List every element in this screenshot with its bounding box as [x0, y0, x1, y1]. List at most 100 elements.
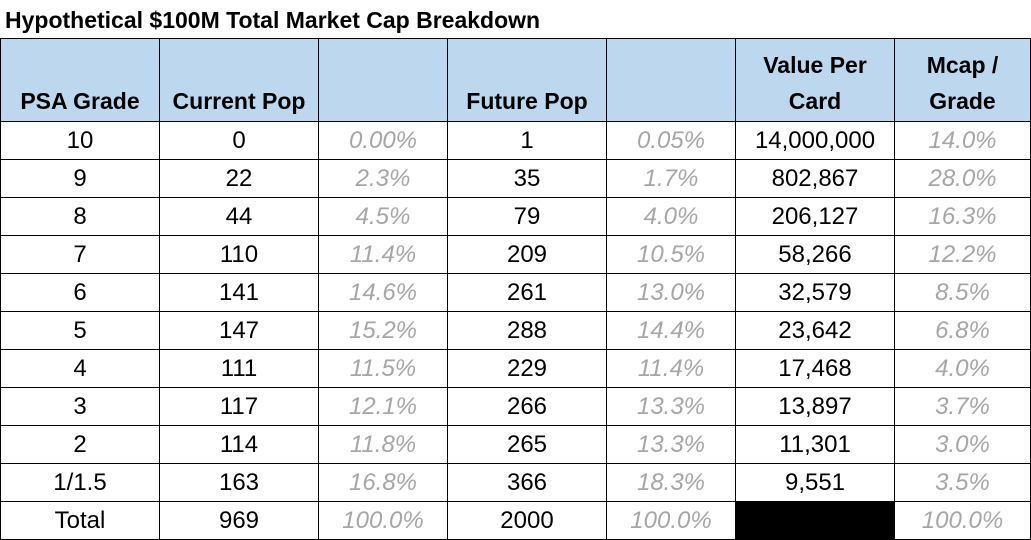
cell-current-pct[interactable]: 16.8% — [318, 463, 448, 502]
cell-mcap-pct[interactable]: 8.5% — [894, 273, 1031, 312]
cell-grade[interactable]: 5 — [0, 311, 160, 350]
cell-mcap-pct[interactable]: 14.0% — [894, 121, 1031, 160]
cell-current-pop[interactable]: 44 — [159, 197, 319, 236]
header-mcap-line2: Grade — [929, 88, 996, 114]
cell-grade[interactable]: 7 — [0, 235, 160, 274]
header-current-pct[interactable] — [318, 38, 448, 122]
cell-value-per-card[interactable]: 14,000,000 — [735, 121, 895, 160]
table-row: 7 110 11.4% 209 10.5% 58,266 12.2% — [0, 235, 1031, 274]
cell-grade[interactable]: 2 — [0, 425, 160, 464]
cell-current-pct[interactable]: 14.6% — [318, 273, 448, 312]
cell-current-pct[interactable]: 2.3% — [318, 159, 448, 198]
header-future-pop[interactable]: Future Pop — [447, 38, 607, 122]
cell-mcap-pct[interactable]: 12.2% — [894, 235, 1031, 274]
cell-current-pop[interactable]: 114 — [159, 425, 319, 464]
cell-current-pop[interactable]: 147 — [159, 311, 319, 350]
cell-grade[interactable]: 10 — [0, 121, 160, 160]
cell-current-pop[interactable]: 163 — [159, 463, 319, 502]
table-row: 8 44 4.5% 79 4.0% 206,127 16.3% — [0, 197, 1031, 236]
cell-grade[interactable]: 4 — [0, 349, 160, 388]
cell-future-pct[interactable]: 4.0% — [606, 197, 736, 236]
cell-grade[interactable]: 3 — [0, 387, 160, 426]
table-row: 6 141 14.6% 261 13.0% 32,579 8.5% — [0, 273, 1031, 312]
cell-mcap-pct[interactable]: 4.0% — [894, 349, 1031, 388]
cell-future-pop[interactable]: 288 — [447, 311, 607, 350]
cell-grade[interactable]: 8 — [0, 197, 160, 236]
cell-future-pct[interactable]: 11.4% — [606, 349, 736, 388]
cell-mcap-pct[interactable]: 3.5% — [894, 463, 1031, 502]
header-value-per-card[interactable]: Value Per Card — [735, 38, 895, 122]
cell-grade[interactable]: 9 — [0, 159, 160, 198]
sheet-title: Hypothetical $100M Total Market Cap Brea… — [5, 7, 541, 33]
cell-current-pct[interactable]: 12.1% — [318, 387, 448, 426]
cell-future-pct[interactable]: 0.05% — [606, 121, 736, 160]
cell-total-mcap-pct[interactable]: 100.0% — [894, 501, 1031, 540]
cell-current-pct[interactable]: 11.4% — [318, 235, 448, 274]
cell-mcap-pct[interactable]: 3.7% — [894, 387, 1031, 426]
cell-mcap-pct[interactable]: 6.8% — [894, 311, 1031, 350]
table-row: 4 111 11.5% 229 11.4% 17,468 4.0% — [0, 349, 1031, 388]
cell-grade[interactable]: 1/1.5 — [0, 463, 160, 502]
cell-grade[interactable]: 6 — [0, 273, 160, 312]
header-current-pop[interactable]: Current Pop — [159, 38, 319, 122]
cell-current-pct[interactable]: 15.2% — [318, 311, 448, 350]
cell-future-pct[interactable]: 13.0% — [606, 273, 736, 312]
cell-future-pct[interactable]: 13.3% — [606, 425, 736, 464]
table-row: 5 147 15.2% 288 14.4% 23,642 6.8% — [0, 311, 1031, 350]
cell-future-pct[interactable]: 10.5% — [606, 235, 736, 274]
cell-future-pct[interactable]: 18.3% — [606, 463, 736, 502]
redacted-cell[interactable] — [735, 501, 895, 540]
cell-total-label[interactable]: Total — [0, 501, 160, 540]
cell-mcap-pct[interactable]: 16.3% — [894, 197, 1031, 236]
cell-current-pop[interactable]: 141 — [159, 273, 319, 312]
cell-current-pop[interactable]: 111 — [159, 349, 319, 388]
cell-total-future-pct[interactable]: 100.0% — [606, 501, 736, 540]
cell-total-future-pop[interactable]: 2000 — [447, 501, 607, 540]
cell-value-per-card[interactable]: 58,266 — [735, 235, 895, 274]
cell-current-pop[interactable]: 117 — [159, 387, 319, 426]
cell-future-pct[interactable]: 1.7% — [606, 159, 736, 198]
cell-future-pop[interactable]: 265 — [447, 425, 607, 464]
table-row: 1/1.5 163 16.8% 366 18.3% 9,551 3.5% — [0, 463, 1031, 502]
cell-total-current-pop[interactable]: 969 — [159, 501, 319, 540]
table-row: 2 114 11.8% 265 13.3% 11,301 3.0% — [0, 425, 1031, 464]
cell-value-per-card[interactable]: 11,301 — [735, 425, 895, 464]
cell-future-pop[interactable]: 79 — [447, 197, 607, 236]
cell-future-pop[interactable]: 261 — [447, 273, 607, 312]
cell-current-pop[interactable]: 0 — [159, 121, 319, 160]
cell-value-per-card[interactable]: 802,867 — [735, 159, 895, 198]
total-row: Total 969 100.0% 2000 100.0% 100.0% — [0, 501, 1031, 540]
cell-future-pop[interactable]: 366 — [447, 463, 607, 502]
cell-current-pct[interactable]: 11.8% — [318, 425, 448, 464]
cell-value-per-card[interactable]: 17,468 — [735, 349, 895, 388]
cell-future-pop[interactable]: 1 — [447, 121, 607, 160]
header-psa-grade[interactable]: PSA Grade — [0, 38, 160, 122]
cell-value-per-card[interactable]: 32,579 — [735, 273, 895, 312]
header-row: PSA Grade Current Pop Future Pop Value P… — [0, 38, 1031, 122]
cell-future-pop[interactable]: 35 — [447, 159, 607, 198]
header-mcap-per-grade[interactable]: Mcap / Grade — [894, 38, 1031, 122]
cell-current-pop[interactable]: 110 — [159, 235, 319, 274]
cell-mcap-pct[interactable]: 3.0% — [894, 425, 1031, 464]
cell-current-pct[interactable]: 4.5% — [318, 197, 448, 236]
cell-value-per-card[interactable]: 23,642 — [735, 311, 895, 350]
cell-current-pct[interactable]: 0.00% — [318, 121, 448, 160]
cell-future-pct[interactable]: 14.4% — [606, 311, 736, 350]
cell-mcap-pct[interactable]: 28.0% — [894, 159, 1031, 198]
cell-future-pop[interactable]: 209 — [447, 235, 607, 274]
cell-future-pop[interactable]: 266 — [447, 387, 607, 426]
cell-total-current-pct[interactable]: 100.0% — [318, 501, 448, 540]
cell-future-pct[interactable]: 13.3% — [606, 387, 736, 426]
cell-value-per-card[interactable]: 13,897 — [735, 387, 895, 426]
table-row: 9 22 2.3% 35 1.7% 802,867 28.0% — [0, 159, 1031, 198]
header-future-pct[interactable] — [606, 38, 736, 122]
cell-value-per-card[interactable]: 206,127 — [735, 197, 895, 236]
table-row: 10 0 0.00% 1 0.05% 14,000,000 14.0% — [0, 121, 1031, 160]
cell-value-per-card[interactable]: 9,551 — [735, 463, 895, 502]
cell-future-pop[interactable]: 229 — [447, 349, 607, 388]
header-mcap-line1: Mcap / — [926, 52, 999, 78]
market-cap-table: PSA Grade Current Pop Future Pop Value P… — [0, 38, 1031, 540]
header-value-per-card-line1: Value Per — [763, 52, 867, 78]
cell-current-pct[interactable]: 11.5% — [318, 349, 448, 388]
cell-current-pop[interactable]: 22 — [159, 159, 319, 198]
